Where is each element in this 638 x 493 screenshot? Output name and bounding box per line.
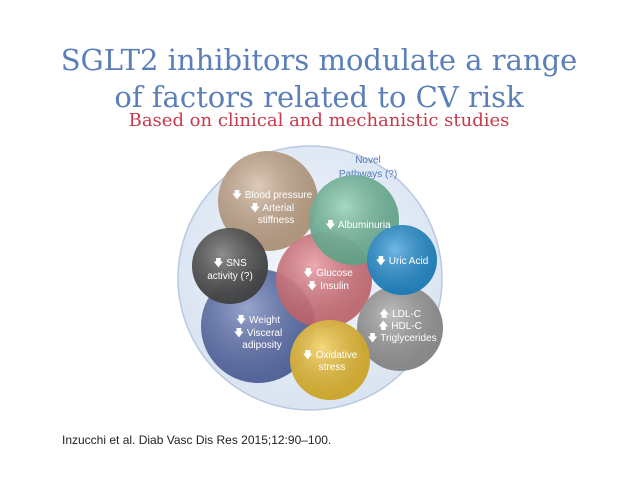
visceral-label: 🡇 Visceral	[234, 327, 282, 339]
down-arrow-icon: 🡇	[236, 314, 249, 326]
novel-pathways-label: Novel	[355, 155, 381, 166]
oxidative-label: 🡇 Oxidative	[303, 349, 358, 361]
down-arrow-icon: 🡇	[250, 202, 263, 214]
down-arrow-icon: 🡇	[307, 280, 320, 292]
down-arrow-icon: 🡇	[213, 257, 226, 269]
sns-label: 🡇 SNS	[213, 257, 247, 269]
sns-bubble-shade	[192, 228, 268, 304]
down-arrow-icon: 🡇	[303, 267, 316, 279]
oxidative-stress-bubble-shade	[290, 320, 370, 400]
uric-acid-label: 🡇 Uric Acid	[376, 255, 429, 267]
down-arrow-icon: 🡇	[234, 327, 247, 339]
insulin-label: 🡇 Insulin	[307, 280, 349, 292]
up-arrow-icon: 🡅	[379, 308, 392, 320]
slide-subtitle: Based on clinical and mechanistic studie…	[128, 110, 510, 131]
ldl-label: 🡅 LDL-C	[379, 308, 421, 320]
up-arrow-icon: 🡅	[378, 320, 391, 332]
lipids-bubble-shade	[357, 285, 443, 371]
weight-label: 🡇 Weight	[236, 314, 280, 326]
stiffness-label: stiffness	[258, 215, 295, 226]
down-arrow-icon: 🡇	[325, 219, 338, 231]
arterial-label: 🡇 Arterial	[250, 202, 294, 214]
blood-pressure-bubble-shade	[218, 151, 318, 251]
stress-label: stress	[319, 362, 346, 373]
slide-title-line-2: of factors related to CV risk	[114, 80, 524, 114]
hdl-label: 🡅 HDL-C	[378, 320, 422, 332]
blood-pressure-label: 🡇 Blood pressure	[232, 189, 313, 201]
down-arrow-icon: 🡇	[232, 189, 245, 201]
glucose-label: 🡇 Glucose	[303, 267, 353, 279]
novel-pathways-label-2: Pathways (?)	[339, 169, 397, 180]
uric-acid-bubble-shade	[367, 225, 437, 295]
down-arrow-icon: 🡇	[303, 349, 316, 361]
sns-activity-label: activity (?)	[207, 271, 253, 282]
triglycerides-label: 🡇 Triglycerides	[367, 332, 436, 344]
slide-title-line-1: SGLT2 inhibitors modulate a range	[60, 43, 578, 77]
adiposity-label: adiposity	[242, 340, 281, 351]
citation: Inzucchi et al. Diab Vasc Dis Res 2015;1…	[62, 433, 332, 447]
down-arrow-icon: 🡇	[376, 255, 389, 267]
albuminuria-label: 🡇 Albuminuria	[325, 219, 391, 231]
down-arrow-icon: 🡇	[367, 332, 380, 344]
